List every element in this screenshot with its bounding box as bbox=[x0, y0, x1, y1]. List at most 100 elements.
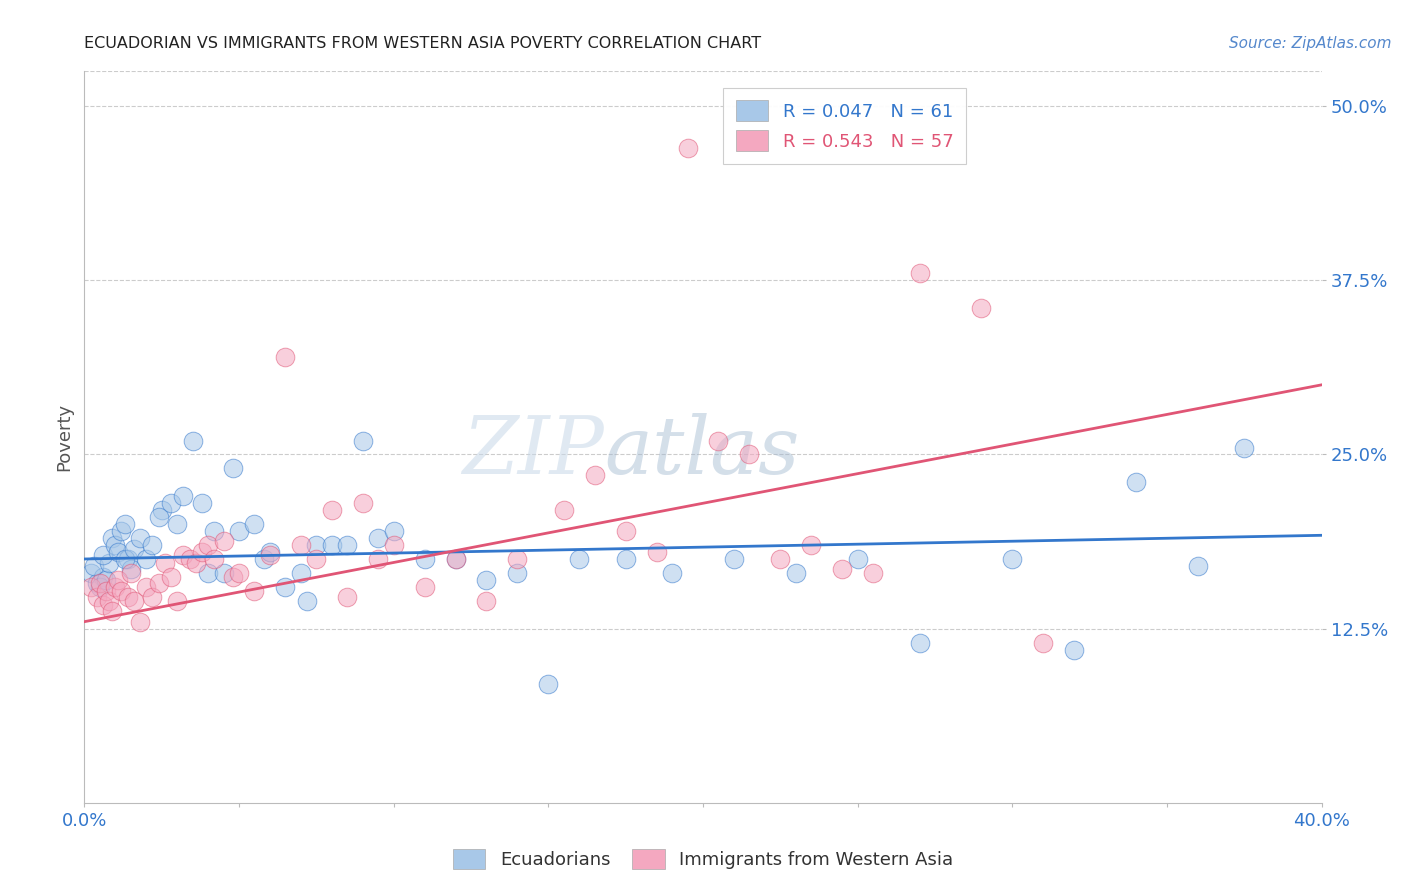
Point bbox=[141, 590, 163, 604]
Point bbox=[160, 496, 183, 510]
Point bbox=[86, 575, 108, 590]
Point bbox=[104, 580, 127, 594]
Point bbox=[614, 552, 637, 566]
Point bbox=[321, 538, 343, 552]
Point bbox=[83, 558, 105, 573]
Point bbox=[153, 556, 176, 570]
Point bbox=[91, 548, 114, 562]
Point bbox=[506, 552, 529, 566]
Point bbox=[94, 584, 117, 599]
Point bbox=[537, 677, 560, 691]
Point bbox=[202, 552, 225, 566]
Point bbox=[228, 524, 250, 538]
Point bbox=[166, 594, 188, 608]
Text: ZIP: ZIP bbox=[463, 413, 605, 491]
Point bbox=[444, 552, 467, 566]
Point bbox=[475, 573, 498, 587]
Point bbox=[98, 556, 121, 570]
Point bbox=[382, 524, 405, 538]
Point bbox=[114, 552, 136, 566]
Legend: R = 0.047   N = 61, R = 0.543   N = 57: R = 0.047 N = 61, R = 0.543 N = 57 bbox=[723, 87, 966, 164]
Point bbox=[110, 584, 132, 599]
Point bbox=[98, 594, 121, 608]
Point bbox=[117, 590, 139, 604]
Point bbox=[166, 517, 188, 532]
Point bbox=[831, 562, 853, 576]
Point bbox=[94, 573, 117, 587]
Point bbox=[191, 496, 214, 510]
Point bbox=[117, 552, 139, 566]
Point bbox=[568, 552, 591, 566]
Point bbox=[723, 552, 745, 566]
Point bbox=[862, 566, 884, 580]
Point bbox=[197, 538, 219, 552]
Point bbox=[114, 517, 136, 532]
Point bbox=[305, 552, 328, 566]
Point bbox=[305, 538, 328, 552]
Point bbox=[253, 552, 276, 566]
Point bbox=[707, 434, 730, 448]
Point bbox=[228, 566, 250, 580]
Point bbox=[553, 503, 575, 517]
Point bbox=[970, 301, 993, 316]
Point bbox=[79, 580, 101, 594]
Point bbox=[91, 598, 114, 612]
Point bbox=[172, 489, 194, 503]
Point bbox=[243, 517, 266, 532]
Point bbox=[191, 545, 214, 559]
Point bbox=[1063, 642, 1085, 657]
Point bbox=[91, 570, 114, 584]
Point bbox=[661, 566, 683, 580]
Point bbox=[1032, 635, 1054, 649]
Point bbox=[160, 570, 183, 584]
Point bbox=[290, 538, 312, 552]
Point bbox=[179, 552, 201, 566]
Point bbox=[367, 552, 389, 566]
Point bbox=[413, 580, 436, 594]
Point bbox=[336, 590, 359, 604]
Point bbox=[148, 575, 170, 590]
Point bbox=[172, 548, 194, 562]
Point bbox=[259, 548, 281, 562]
Point bbox=[908, 266, 931, 280]
Point bbox=[89, 580, 111, 594]
Point bbox=[184, 556, 207, 570]
Point bbox=[89, 575, 111, 590]
Point bbox=[274, 350, 297, 364]
Point bbox=[1001, 552, 1024, 566]
Text: atlas: atlas bbox=[605, 413, 800, 491]
Point bbox=[352, 496, 374, 510]
Point bbox=[1233, 441, 1256, 455]
Point bbox=[107, 573, 129, 587]
Point bbox=[120, 566, 142, 580]
Point bbox=[86, 590, 108, 604]
Point bbox=[259, 545, 281, 559]
Text: Source: ZipAtlas.com: Source: ZipAtlas.com bbox=[1229, 36, 1392, 51]
Point bbox=[738, 448, 761, 462]
Point bbox=[645, 545, 668, 559]
Point bbox=[79, 566, 101, 580]
Point bbox=[222, 461, 245, 475]
Point bbox=[908, 635, 931, 649]
Point bbox=[129, 531, 152, 545]
Point bbox=[122, 542, 145, 557]
Point bbox=[475, 594, 498, 608]
Point bbox=[212, 566, 235, 580]
Point bbox=[222, 570, 245, 584]
Point bbox=[583, 468, 606, 483]
Point bbox=[135, 552, 157, 566]
Point bbox=[614, 524, 637, 538]
Point bbox=[785, 566, 807, 580]
Point bbox=[212, 533, 235, 548]
Point bbox=[122, 594, 145, 608]
Point bbox=[141, 538, 163, 552]
Point bbox=[107, 545, 129, 559]
Point bbox=[101, 603, 124, 617]
Point bbox=[444, 552, 467, 566]
Point bbox=[135, 580, 157, 594]
Point bbox=[197, 566, 219, 580]
Point bbox=[506, 566, 529, 580]
Point bbox=[336, 538, 359, 552]
Point bbox=[274, 580, 297, 594]
Legend: Ecuadorians, Immigrants from Western Asia: Ecuadorians, Immigrants from Western Asi… bbox=[444, 839, 962, 879]
